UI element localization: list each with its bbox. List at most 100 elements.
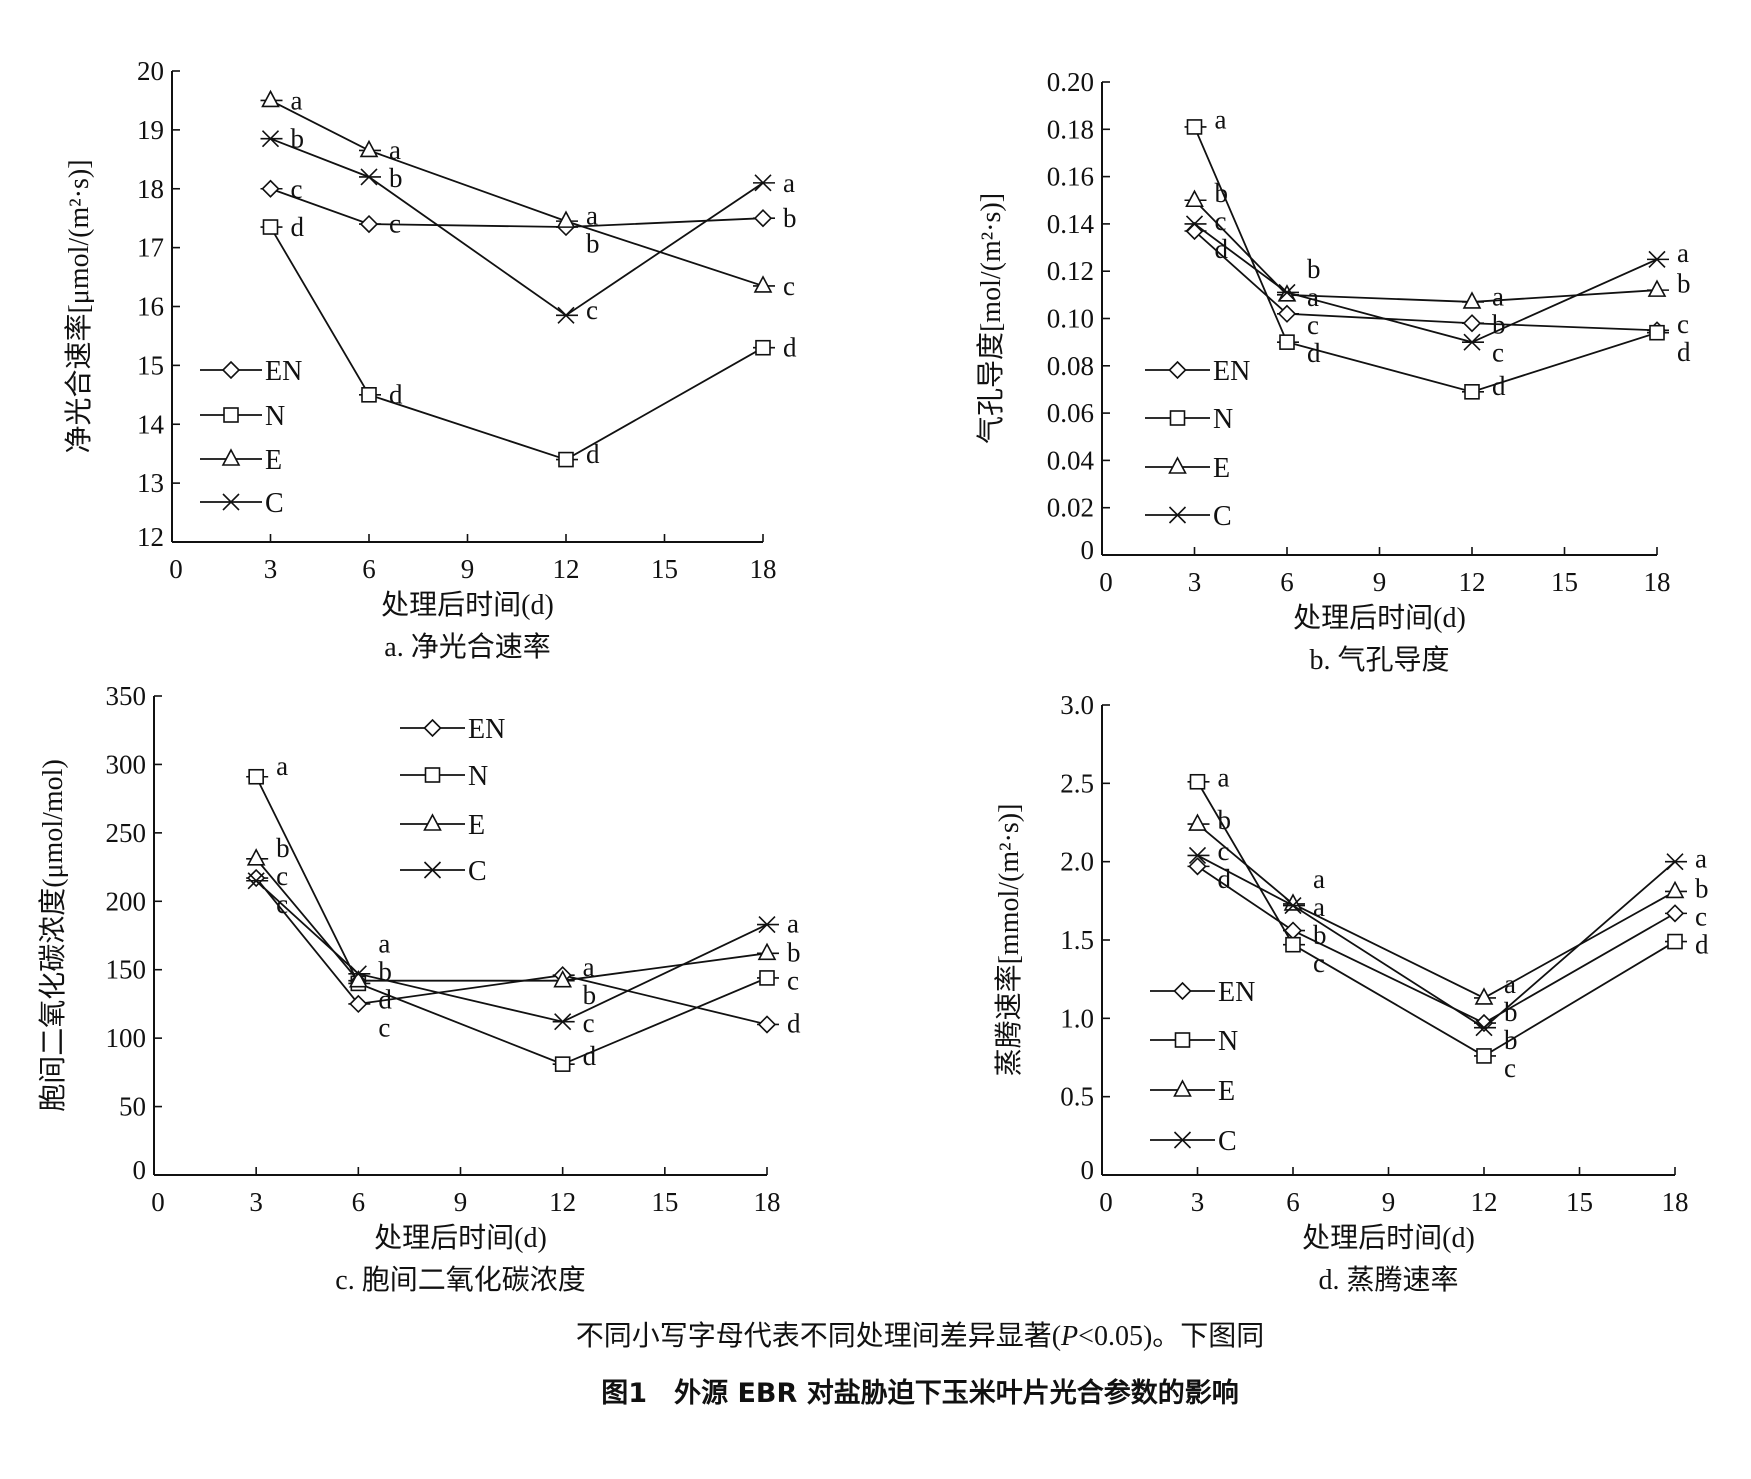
- legend-marker-N: [1169, 410, 1186, 426]
- data-point-EN: [359, 214, 379, 234]
- panel-caption: d. 蒸腾速率: [1318, 1264, 1458, 1296]
- x-tick-label: 3: [1191, 1187, 1205, 1217]
- y-tick-label: 17: [137, 233, 164, 263]
- x-tick-label: 18: [1644, 567, 1671, 597]
- significance-letter: a: [378, 928, 390, 958]
- y-tick-label: 0.18: [1047, 114, 1094, 144]
- data-point-N: [755, 339, 771, 356]
- data-point-N: [1667, 933, 1683, 950]
- y-tick-label: 1.0: [1060, 1003, 1094, 1033]
- x-axis-label: 处理后时间(d): [1293, 602, 1466, 634]
- significance-letter: a: [291, 85, 303, 115]
- panel-caption: a. 净光合速率: [384, 631, 550, 663]
- data-point-EN: [1462, 314, 1482, 333]
- data-point-N: [248, 768, 264, 785]
- legend-item-N: N: [200, 401, 285, 432]
- legend-label: E: [1218, 1076, 1235, 1107]
- significance-letter: c: [276, 861, 288, 891]
- y-tick-label: 0: [133, 1155, 147, 1185]
- significance-letter: b: [586, 229, 600, 259]
- significance-letter: a: [1313, 892, 1325, 922]
- significance-letter: d: [787, 1009, 801, 1039]
- legend-marker-EN: [1168, 360, 1187, 380]
- x-tick-label: 15: [651, 554, 678, 584]
- significance-letter: b: [1215, 178, 1229, 208]
- significance-letter: c: [378, 1012, 390, 1042]
- significance-letter: d: [389, 379, 403, 409]
- x-tick-label: 0: [151, 1187, 165, 1217]
- y-tick-label: 2.5: [1060, 768, 1094, 798]
- x-tick-label: 3: [264, 554, 278, 584]
- data-point-EN: [1277, 304, 1297, 323]
- y-tick-label: 0.08: [1047, 351, 1094, 381]
- series-line-C: [1193, 223, 1658, 344]
- y-tick-label: 0.04: [1047, 445, 1095, 475]
- significance-letter: d: [1695, 929, 1709, 959]
- series-line-EN: [255, 877, 768, 1026]
- series-line-N: [1196, 781, 1676, 1057]
- significance-letter: a: [787, 909, 799, 939]
- legend-label: E: [468, 810, 485, 841]
- legend-marker-C: [1173, 1131, 1192, 1149]
- significance-letter: d: [1215, 234, 1229, 264]
- x-tick-label: 9: [1373, 567, 1387, 597]
- legend-item-C: C: [1150, 1126, 1237, 1157]
- x-axis-label: 处理后时间(d): [374, 1222, 547, 1254]
- x-tick-label: 0: [169, 554, 183, 584]
- data-point-EN: [753, 209, 773, 228]
- significance-letter: d: [1677, 337, 1691, 367]
- significance-letter: c: [1492, 337, 1504, 367]
- data-point-N: [262, 219, 279, 235]
- data-point-EN: [349, 994, 368, 1014]
- data-point-N: [558, 451, 574, 468]
- x-tick-label: 12: [549, 1187, 576, 1217]
- panel-caption: b. 气孔导度: [1309, 644, 1449, 676]
- x-axis-label: 处理后时间(d): [381, 589, 554, 621]
- legend-marker-EN: [1173, 981, 1192, 1001]
- y-tick-label: 0: [1081, 1155, 1095, 1185]
- legend-marker-E: [1168, 456, 1187, 474]
- data-point-E: [1462, 291, 1482, 309]
- significance-letter: c: [1504, 1053, 1516, 1083]
- x-tick-label: 12: [1459, 567, 1486, 597]
- y-tick-label: 19: [137, 115, 164, 145]
- data-point-EN: [1188, 857, 1207, 876]
- legend-marker-N: [424, 767, 441, 783]
- x-tick-label: 0: [1099, 1187, 1113, 1217]
- data-point-E: [1647, 279, 1667, 297]
- y-tick-label: 300: [106, 749, 147, 779]
- legend-marker-EN: [221, 360, 241, 380]
- x-tick-label: 18: [1662, 1187, 1689, 1217]
- series-E: a a a c: [260, 85, 795, 301]
- legend-marker-E: [423, 813, 442, 831]
- y-tick-label: 1.5: [1060, 925, 1094, 955]
- y-tick-label: 20: [137, 56, 164, 86]
- x-tick-label: 15: [1551, 567, 1578, 597]
- significance-letter: a: [1492, 281, 1504, 311]
- significance-letter: c: [1313, 948, 1325, 978]
- legend-label: N: [1213, 404, 1233, 435]
- data-point-EN: [757, 1015, 777, 1034]
- data-point-N: [1285, 936, 1301, 953]
- chart-panel-c: 0 50 100 150 200 250 300 350 0 3 6 9 12 15 18 处理后时间(d) 胞…: [37, 681, 801, 1296]
- x-tick-label: 18: [754, 1187, 781, 1217]
- legend-marker-C: [423, 861, 442, 879]
- data-point-C: [261, 130, 280, 148]
- data-point-C: [247, 872, 265, 890]
- significance-letter: c: [1307, 310, 1319, 340]
- legend-marker-C: [1168, 506, 1187, 524]
- data-point-E: [1188, 813, 1207, 831]
- figure-note: 不同小写字母代表不同处理间差异显著(P<0.05)。下图同: [576, 1320, 1265, 1352]
- significance-letter: b: [1313, 920, 1327, 950]
- series-line-E: [1196, 823, 1676, 999]
- significance-letter: d: [291, 212, 305, 242]
- significance-letter: c: [291, 174, 303, 204]
- data-point-C: [754, 174, 772, 192]
- significance-letter: c: [783, 271, 795, 301]
- series-line-N: [1193, 126, 1658, 393]
- significance-letter: a: [1218, 763, 1230, 793]
